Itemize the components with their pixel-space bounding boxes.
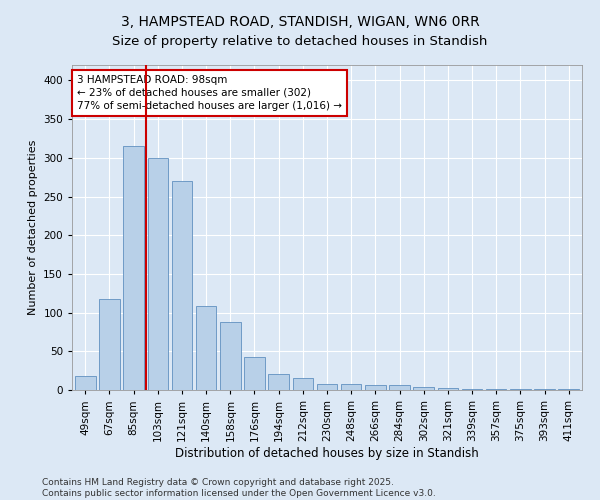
Bar	[75, 376, 95, 390]
Bar	[124, 146, 144, 390]
Bar	[293, 378, 313, 390]
Bar	[534, 389, 555, 390]
Bar	[220, 322, 241, 390]
Text: Contains HM Land Registry data © Crown copyright and database right 2025.
Contai: Contains HM Land Registry data © Crown c…	[42, 478, 436, 498]
X-axis label: Distribution of detached houses by size in Standish: Distribution of detached houses by size …	[175, 446, 479, 460]
Y-axis label: Number of detached properties: Number of detached properties	[28, 140, 38, 315]
Bar	[172, 181, 192, 390]
Bar	[559, 389, 579, 390]
Bar	[148, 158, 168, 390]
Bar	[365, 386, 386, 390]
Bar	[437, 388, 458, 390]
Text: Size of property relative to detached houses in Standish: Size of property relative to detached ho…	[112, 35, 488, 48]
Bar	[413, 387, 434, 390]
Bar	[510, 389, 530, 390]
Bar	[462, 389, 482, 390]
Bar	[99, 298, 120, 390]
Bar	[389, 386, 410, 390]
Bar	[196, 306, 217, 390]
Bar	[268, 374, 289, 390]
Bar	[244, 356, 265, 390]
Bar	[341, 384, 361, 390]
Text: 3, HAMPSTEAD ROAD, STANDISH, WIGAN, WN6 0RR: 3, HAMPSTEAD ROAD, STANDISH, WIGAN, WN6 …	[121, 15, 479, 29]
Bar	[486, 389, 506, 390]
Text: 3 HAMPSTEAD ROAD: 98sqm
← 23% of detached houses are smaller (302)
77% of semi-d: 3 HAMPSTEAD ROAD: 98sqm ← 23% of detache…	[77, 74, 342, 111]
Bar	[317, 384, 337, 390]
